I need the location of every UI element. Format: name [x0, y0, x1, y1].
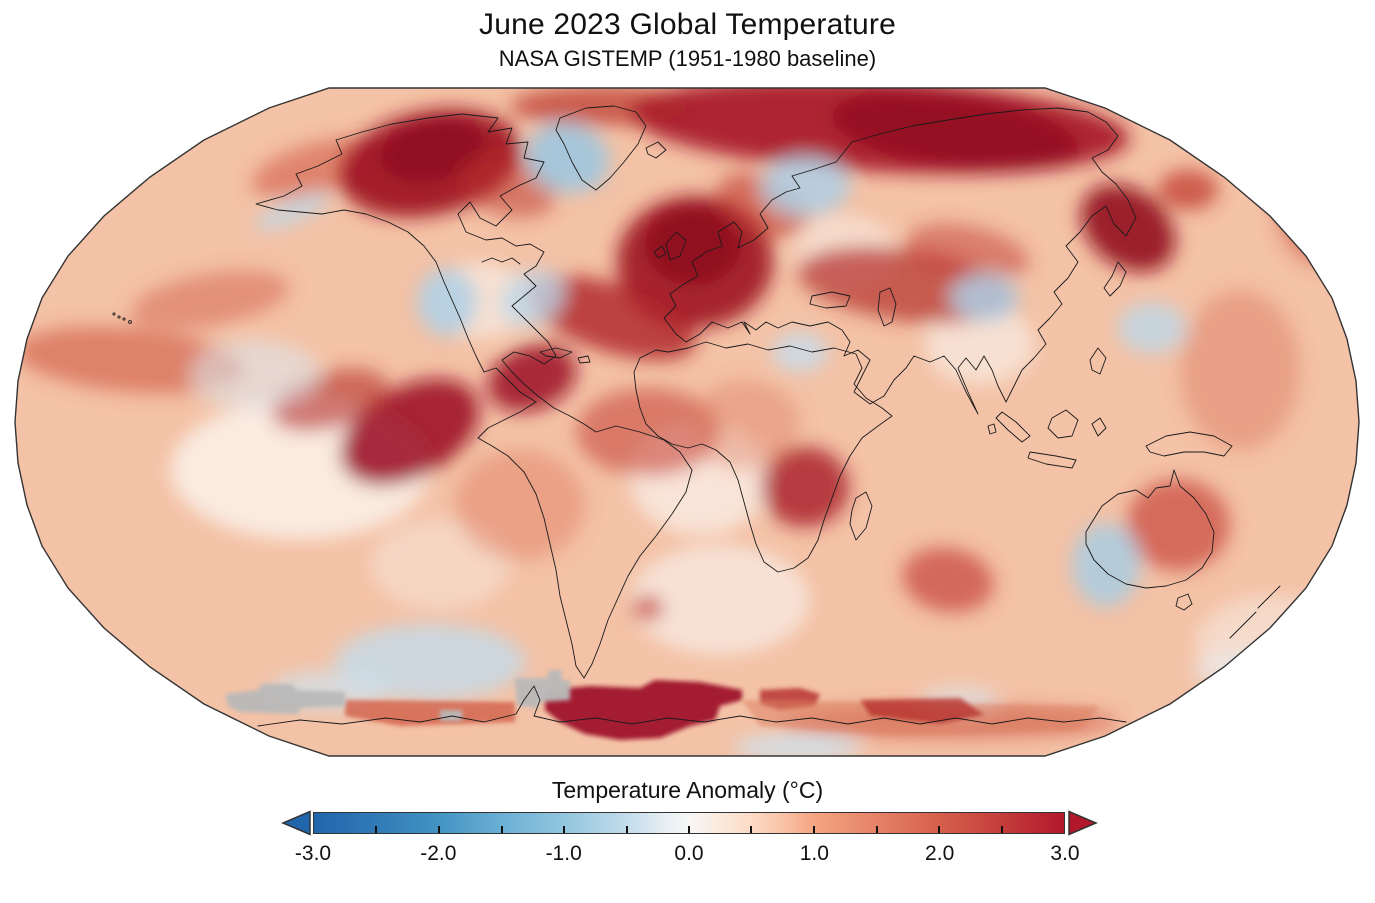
colorbar-tick [937, 826, 940, 833]
colorbar-tick [625, 826, 628, 833]
colorbar-tick [813, 826, 815, 833]
colorbar [313, 812, 1065, 834]
colorbar-tick-label: -1.0 [545, 842, 582, 865]
colorbar-tick-label: 0.0 [674, 842, 704, 865]
colorbar-tick-label: -3.0 [294, 842, 332, 865]
colorbar-tick [750, 826, 753, 833]
colorbar-tick [500, 826, 503, 833]
colorbar-tick-label: 1.0 [799, 842, 829, 865]
colorbar-tick-label: 2.0 [925, 842, 955, 865]
colorbar-extend-right-arrow-icon [1068, 810, 1098, 836]
missing-data-patches [225, 670, 570, 721]
colorbar-tick [1000, 826, 1003, 833]
colorbar-tick [875, 826, 878, 833]
anomaly-field [15, 88, 1359, 756]
colorbar-tick [375, 826, 378, 833]
colorbar-tick [438, 826, 440, 833]
colorbar-label: Temperature Anomaly (°C) [551, 777, 824, 803]
colorbar-tick-labels: -3.0 -2.0 -1.0 0.0 1.0 2.0 3.0 [295, 842, 1080, 868]
colorbar-tick-label: -2.0 [420, 842, 457, 865]
colorbar-extend-left-arrow-icon [281, 810, 311, 836]
antarctic-cells [345, 680, 1100, 740]
figure-title: June 2023 Global Temperature [479, 8, 896, 41]
colorbar-tick-label: 3.0 [1050, 842, 1080, 865]
colorbar-tick [688, 826, 690, 833]
coastlines [112, 105, 1281, 727]
colorbar-tick [562, 826, 565, 833]
figure-subtitle: NASA GISTEMP (1951-1980 baseline) [498, 46, 877, 71]
